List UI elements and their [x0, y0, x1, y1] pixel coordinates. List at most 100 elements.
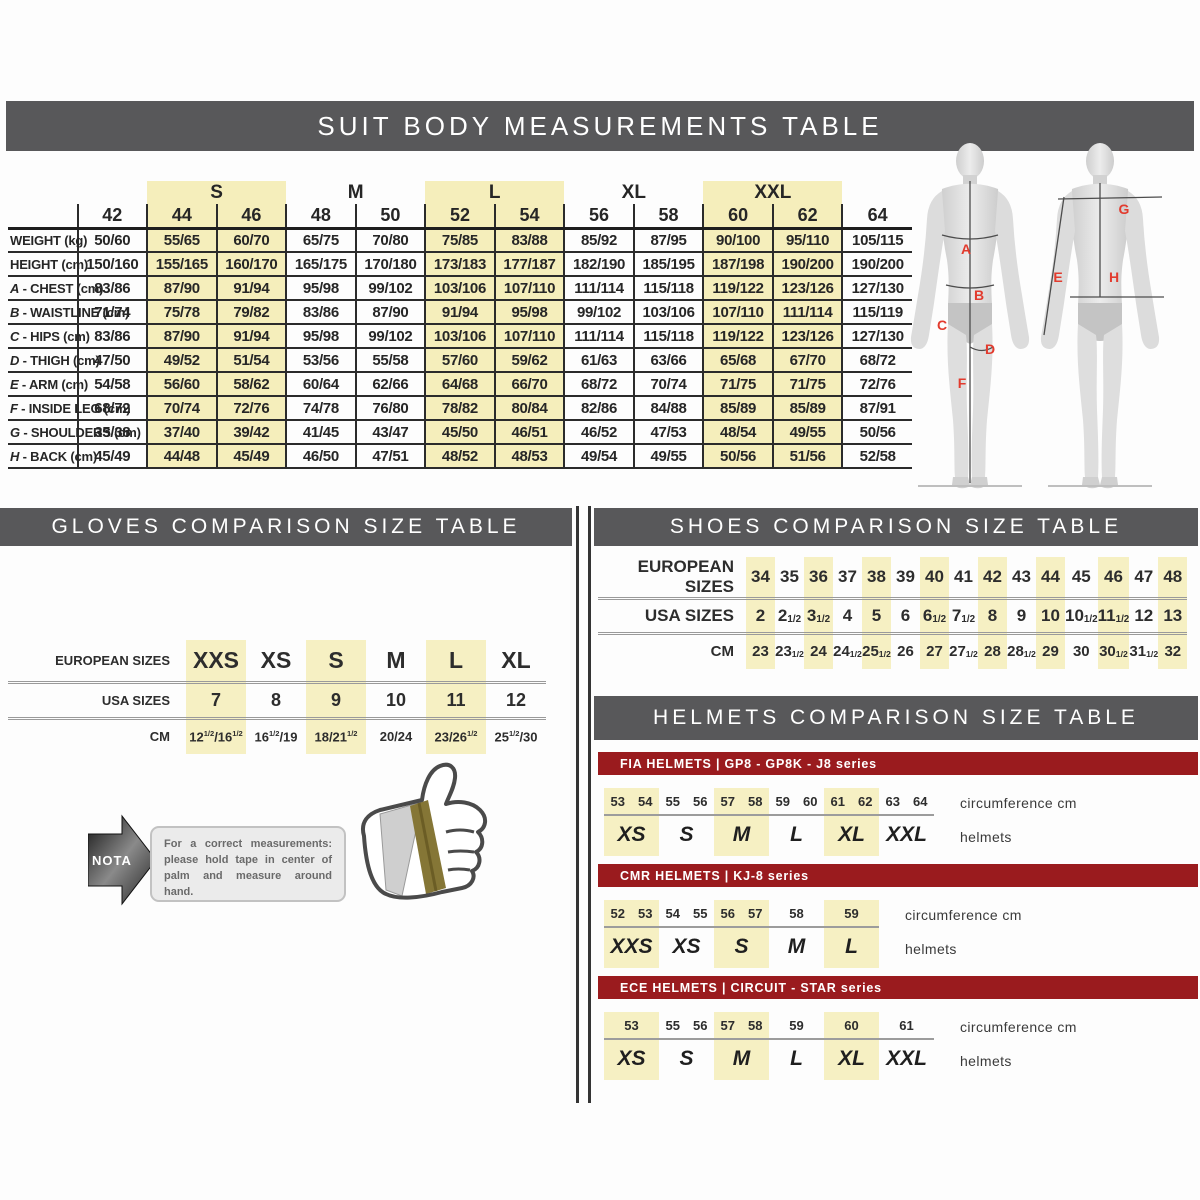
measurement-letter-B: B: [974, 287, 984, 303]
table-cell: 44: [1036, 557, 1065, 600]
table-cell: 8: [246, 682, 306, 720]
table-cell: 173/183: [424, 252, 495, 277]
measurement-row-label: HEIGHT (cm): [8, 252, 88, 277]
table-cell: XXS: [186, 640, 246, 684]
measurement-letter-C: C: [937, 317, 947, 333]
row-label: CM: [710, 643, 734, 661]
helmets-label: helmets: [905, 941, 957, 957]
table-cell: 32: [1158, 633, 1188, 669]
shoes-table-header: SHOES COMPARISON SIZE TABLE: [594, 508, 1198, 546]
table-cell: 41/45: [285, 420, 356, 445]
table-cell: 12: [1129, 598, 1159, 635]
table-cell: 83/86: [76, 276, 148, 301]
measurement-row: C - HIPS (cm) 83/86 87/90 91/94 95/98 99/102 1…: [8, 324, 912, 349]
table-cell: 7: [186, 682, 246, 720]
table-cell: 111/2: [1097, 598, 1130, 635]
measurement-row: HEIGHT (cm) 150/160 155/165 160/170 165/175 1…: [8, 252, 912, 277]
table-cell: 53/56: [285, 348, 356, 373]
table-cell: 107/110: [493, 324, 565, 349]
measurement-letter-D: D: [985, 341, 995, 357]
table-cell: 90/100: [702, 228, 773, 253]
measurement-note: For a correct measurements: please hold …: [150, 826, 346, 902]
table-cell: 52/58: [841, 444, 912, 469]
table-cell: 65/75: [285, 228, 356, 253]
measurement-row: A - CHEST (cm) 83/86 87/90 91/94 95/98 99/102…: [8, 276, 912, 301]
table-cell: 75/85: [424, 228, 495, 253]
suit-table-header: SUIT BODY MEASUREMENTS TABLE: [6, 101, 1194, 151]
suit-measurements-table: S M L XL XXL 42 44 46 48 50 52 54 56 58 60 62 64 WEIGHT (…: [8, 181, 912, 469]
table-cell: 111/114: [771, 300, 843, 325]
size-col-60: 60: [702, 204, 773, 230]
table-cell: 123/126: [771, 324, 843, 349]
table-cell: L: [426, 640, 486, 684]
table-cell: 121/2/161/2: [186, 718, 246, 754]
table-cell: 161/2/19: [254, 729, 298, 745]
table-cell: 21/2: [775, 598, 804, 635]
measurement-row-label: WEIGHT (kg): [8, 228, 87, 253]
size-group-XL: XL: [621, 181, 646, 203]
table-cell: 107/110: [493, 276, 565, 301]
table-cell: 91/94: [215, 324, 287, 349]
table-cell: 46/50: [285, 444, 356, 469]
table-cell: 46/52: [563, 420, 634, 445]
table-cell: 182/190: [563, 252, 634, 277]
measurement-letter-A: A: [961, 241, 971, 257]
size-col-58: 58: [632, 204, 704, 230]
table-cell: 37: [833, 557, 862, 600]
table-cell: 54/58: [76, 372, 148, 397]
table-cell: 27: [920, 633, 949, 669]
table-cell: 47: [1129, 557, 1159, 600]
table-cell: [8, 204, 78, 230]
table-cell: 61/2: [920, 598, 949, 635]
table-cell: 177/187: [493, 252, 565, 277]
table-cell: 301/2: [1097, 633, 1130, 669]
measurement-row-label: C - HIPS (cm): [8, 324, 90, 349]
table-cell: 70/74: [146, 396, 217, 421]
helmet-size-group-L: 59 L: [769, 1012, 824, 1080]
table-cell: 41: [949, 557, 978, 600]
helmet-size-group-XS: 53 XS: [604, 1012, 659, 1080]
table-cell: 39: [891, 557, 920, 600]
measurement-row: G - SHOULDERS (cm) 35/38 37/40 39/42 41/45 43…: [8, 420, 912, 445]
table-cell: 71/75: [702, 372, 773, 397]
size-col-42: 42: [76, 204, 148, 230]
table-cell: 43/47: [354, 420, 426, 445]
size-col-50: 50: [354, 204, 426, 230]
table-cell: 103/106: [424, 324, 495, 349]
size-col-62: 62: [771, 204, 843, 230]
table-cell: 83/88: [493, 228, 565, 253]
measurement-row-label: B - WAISTLINE (cm): [8, 300, 129, 325]
circumference-label: circumference cm: [960, 795, 1077, 811]
table-cell: 58/62: [215, 372, 287, 397]
size-group-S: S: [147, 181, 287, 204]
table-cell: 9: [306, 682, 366, 720]
table-cell: 79/82: [215, 300, 287, 325]
table-cell: 95/98: [493, 300, 565, 325]
table-cell: 87/95: [632, 228, 704, 253]
measurement-row: H - BACK (cm) 45/49 44/48 45/49 46/50 47/51 48…: [8, 444, 912, 469]
table-cell: 311/2: [1129, 643, 1159, 661]
table-cell: 160/170: [215, 252, 287, 277]
row-label: USA SIZES: [8, 682, 186, 720]
size-group-row: S M L XL XXL: [8, 181, 912, 204]
table-cell: 47/53: [632, 420, 704, 445]
table-cell: 83/86: [285, 300, 356, 325]
size-number-row: 42 44 46 48 50 52 54 56 58 60 62 64: [8, 204, 912, 230]
size-col-48: 48: [285, 204, 356, 230]
table-cell: 45/50: [424, 420, 495, 445]
table-cell: 35/38: [76, 420, 148, 445]
table-cell: 2: [746, 598, 775, 635]
size-col-44: 44: [146, 204, 217, 230]
table-cell: 71/75: [771, 372, 843, 397]
table-cell: 39/42: [215, 420, 287, 445]
table-cell: 87/91: [841, 396, 912, 421]
row-label: USA SIZES: [598, 598, 746, 635]
table-cell: 99/102: [563, 300, 634, 325]
table-cell: 251/2/30: [494, 729, 538, 745]
helmet-size-group-XS: 53 54 XS: [604, 788, 659, 856]
table-cell: 115/118: [632, 324, 704, 349]
table-cell: 101/2: [1065, 598, 1098, 635]
measurement-row-label: H - BACK (cm): [8, 444, 97, 469]
table-cell: 12: [486, 682, 546, 720]
measurement-lines-back: [1043, 183, 1164, 336]
